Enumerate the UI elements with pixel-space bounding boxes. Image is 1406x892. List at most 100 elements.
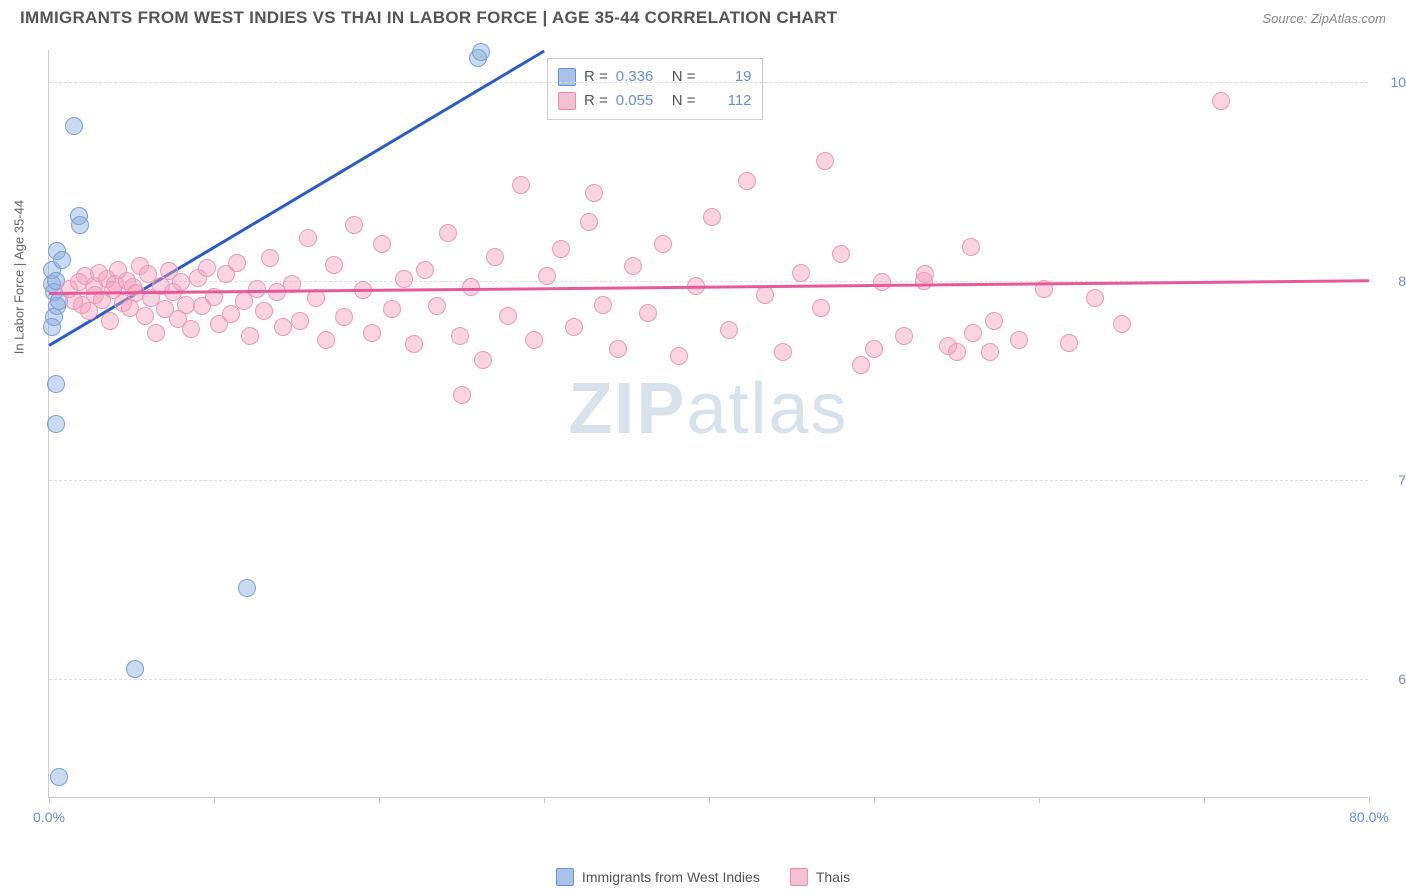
y-tick-label: 75.0% [1378,472,1406,488]
x-tick [1204,797,1205,803]
data-point [228,254,246,272]
data-point [405,335,423,353]
data-point [865,340,883,358]
data-point [101,312,119,330]
correlation-stats-legend: R =0.336N =19R =0.055N =112 [547,58,763,120]
header-row: IMMIGRANTS FROM WEST INDIES VS THAI IN L… [0,0,1406,32]
watermark-bold: ZIP [568,369,686,449]
scatter-plot-area: ZIPatlas In Labor Force | Age 35-44 R =0… [48,50,1368,798]
data-point [241,327,259,345]
stats-n-value: 112 [704,89,752,113]
legend-swatch [558,92,576,110]
data-point [261,249,279,267]
data-point [291,312,309,330]
data-point [71,216,89,234]
data-point [873,273,891,291]
x-tick [214,797,215,803]
data-point [852,356,870,374]
data-point [895,327,913,345]
data-point [948,343,966,361]
stats-legend-row: R =0.336N =19 [558,65,752,89]
data-point [373,235,391,253]
legend-item: Immigrants from West Indies [556,868,760,886]
data-point [538,267,556,285]
y-axis-title: In Labor Force | Age 35-44 [12,199,27,353]
stats-r-label: R = [584,89,608,113]
data-point [47,415,65,433]
data-point [147,324,165,342]
data-point [1113,315,1131,333]
source-attribution: Source: ZipAtlas.com [1262,11,1386,26]
data-point [255,302,273,320]
watermark: ZIPatlas [568,368,848,450]
x-tick-label: 0.0% [33,809,65,825]
data-point [639,304,657,322]
data-point [451,327,469,345]
source-name: ZipAtlas.com [1311,11,1386,26]
data-point [383,300,401,318]
stats-n-label: N = [672,89,696,113]
data-point [512,176,530,194]
gridline-horizontal [49,679,1368,680]
data-point [299,229,317,247]
stats-n-label: N = [672,65,696,89]
data-point [720,321,738,339]
data-point [580,213,598,231]
data-point [585,184,603,202]
data-point [474,351,492,369]
data-point [325,256,343,274]
legend-label: Immigrants from West Indies [582,869,760,885]
data-point [453,386,471,404]
data-point [1060,334,1078,352]
data-point [248,280,266,298]
data-point [670,347,688,365]
data-point [198,259,216,277]
legend-swatch [790,868,808,886]
data-point [335,308,353,326]
gridline-horizontal [49,82,1368,83]
data-point [1010,331,1028,349]
data-point [416,261,434,279]
data-point [594,296,612,314]
data-point [345,216,363,234]
legend-swatch [558,68,576,86]
x-tick [544,797,545,803]
data-point [816,152,834,170]
data-point [981,343,999,361]
y-tick-label: 62.5% [1378,671,1406,687]
source-prefix: Source: [1262,11,1310,26]
data-point [177,296,195,314]
stats-n-value: 19 [704,65,752,89]
data-point [792,264,810,282]
data-point [50,768,68,786]
data-point [703,208,721,226]
x-tick-label: 80.0% [1349,809,1389,825]
legend-item: Thais [790,868,850,886]
data-point [274,318,292,336]
data-point [395,270,413,288]
x-tick [1039,797,1040,803]
data-point [363,324,381,342]
legend-label: Thais [816,869,850,885]
data-point [552,240,570,258]
data-point [609,340,627,358]
data-point [47,375,65,393]
data-point [915,272,933,290]
stats-legend-row: R =0.055N =112 [558,89,752,113]
x-tick [49,797,50,803]
stats-r-label: R = [584,65,608,89]
data-point [964,324,982,342]
x-tick [379,797,380,803]
data-point [985,312,1003,330]
data-point [472,43,490,61]
data-point [65,117,83,135]
data-point [565,318,583,336]
data-point [136,307,154,325]
data-point [1212,92,1230,110]
series-legend: Immigrants from West Indies Thais [556,868,850,886]
x-tick [1369,797,1370,803]
chart-title: IMMIGRANTS FROM WEST INDIES VS THAI IN L… [20,8,837,28]
x-tick [874,797,875,803]
data-point [525,331,543,349]
y-tick-label: 100.0% [1378,74,1406,90]
